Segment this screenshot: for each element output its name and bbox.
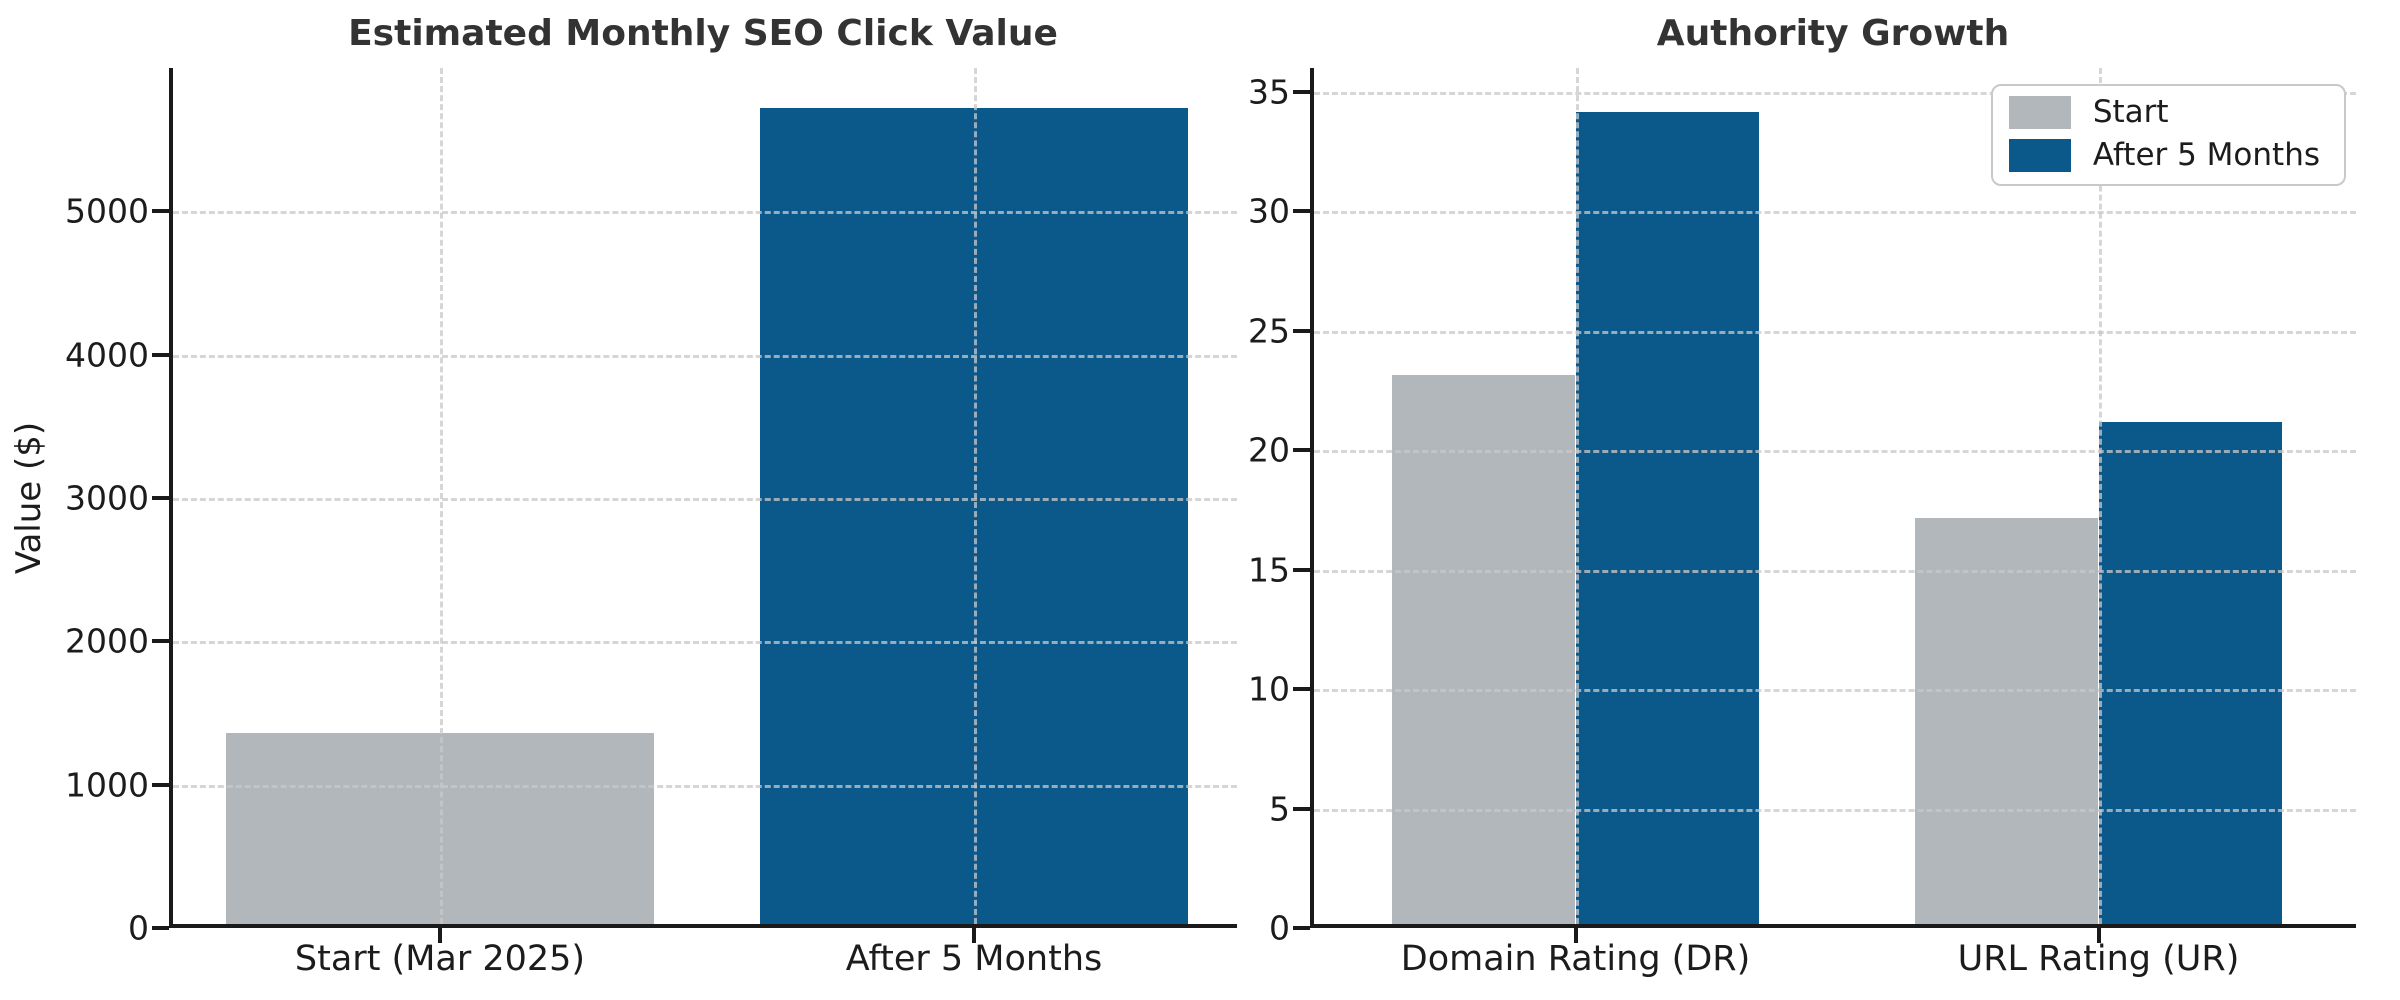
y-tick-label-3000: 3000 xyxy=(65,478,149,518)
chart-title-seo-click-value: Estimated Monthly SEO Click Value xyxy=(348,13,1058,54)
y-tick-label-10: 10 xyxy=(1248,669,1290,709)
y-tick-label-5: 5 xyxy=(1269,789,1290,829)
y-tick-mark-5 xyxy=(1293,806,1310,811)
bar-start-url-rating-ur xyxy=(1915,517,2099,924)
y-tick-label-30: 30 xyxy=(1248,191,1290,231)
x-tick-label-after-5-months: After 5 Months xyxy=(845,939,1103,979)
legend-item-start: Start xyxy=(2008,94,2320,130)
y-axis-label-wrap: Value ($) xyxy=(1,68,57,928)
x-tick-mark-domain-rating-dr xyxy=(1573,928,1578,943)
legend-label-start: Start xyxy=(2092,94,2169,130)
x-tick-label-start-mar-2025: Start (Mar 2025) xyxy=(294,939,586,979)
bar-after-5-months-after-5-months xyxy=(760,108,1188,924)
y-tick-mark-5000 xyxy=(152,209,169,214)
y-tick-label-1000: 1000 xyxy=(65,765,149,805)
gridline-horizontal-30 xyxy=(1314,211,2356,215)
y-tick-mark-35 xyxy=(1293,89,1310,94)
y-tick-label-2000: 2000 xyxy=(65,621,149,661)
chart-seo-click-value: Estimated Monthly SEO Click Value Value … xyxy=(9,13,1237,978)
legend-label-after-5-months: After 5 Months xyxy=(2092,137,2320,173)
y-tick-label-20: 20 xyxy=(1248,430,1290,470)
y-tick-label-4000: 4000 xyxy=(65,335,149,375)
bar-start-domain-rating-dr xyxy=(1392,374,1576,924)
y-tick-label-15: 15 xyxy=(1248,550,1290,590)
y-tick-mark-3000 xyxy=(152,496,169,500)
x-tick-label-url-rating-ur: URL Rating (UR) xyxy=(1957,939,2240,979)
legend-swatch-after-5-months xyxy=(2008,139,2071,172)
gridline-horizontal-25 xyxy=(1314,330,2356,334)
y-tick-label-0: 0 xyxy=(128,908,149,948)
plot-area-authority-growth: 0 5 10 15 20 25 30 35 Domain Rating (DR) URL Rati… xyxy=(1248,68,2356,978)
legend-swatch-start xyxy=(2008,96,2071,129)
y-tick-mark-0 xyxy=(1293,926,1310,930)
y-tick-mark-2000 xyxy=(152,639,169,644)
plot-area-seo-click-value: 0 1000 2000 3000 4000 5000 Start (Mar 2025) Aft… xyxy=(65,68,1237,978)
bar-start-start-mar-2025 xyxy=(226,733,654,924)
y-tick-label-25: 25 xyxy=(1248,311,1290,351)
y-tick-mark-0 xyxy=(152,926,169,930)
chart-title-authority-growth: Authority Growth xyxy=(1656,13,2010,54)
y-tick-mark-25 xyxy=(1293,328,1310,333)
legend: Start After 5 Months xyxy=(1990,84,2346,186)
y-tick-label-0: 0 xyxy=(1269,908,1290,948)
bar-after-5-months-domain-rating-dr xyxy=(1575,111,1759,924)
bar-after-5-months-url-rating-ur xyxy=(2098,422,2282,924)
x-tick-label-domain-rating-dr: Domain Rating (DR) xyxy=(1400,939,1751,979)
x-tick-mark-url-rating-ur xyxy=(2096,928,2101,943)
x-tick-mark-start-mar-2025 xyxy=(438,928,442,943)
y-tick-mark-4000 xyxy=(152,352,169,357)
y-tick-mark-20 xyxy=(1293,448,1310,453)
y-tick-label-35: 35 xyxy=(1248,72,1290,112)
legend-item-after-5-months: After 5 Months xyxy=(2008,137,2320,173)
y-tick-mark-10 xyxy=(1293,687,1310,692)
chart-authority-growth: Authority Growth 0 5 10 15 20 25 30 35 Domain Ra… xyxy=(1248,13,2356,978)
y-tick-mark-30 xyxy=(1293,209,1310,214)
y-tick-mark-1000 xyxy=(152,782,169,787)
y-tick-label-5000: 5000 xyxy=(65,191,149,231)
y-axis-label: Value ($) xyxy=(9,421,49,575)
y-tick-mark-15 xyxy=(1293,567,1310,572)
x-tick-mark-after-5-months xyxy=(972,928,976,943)
